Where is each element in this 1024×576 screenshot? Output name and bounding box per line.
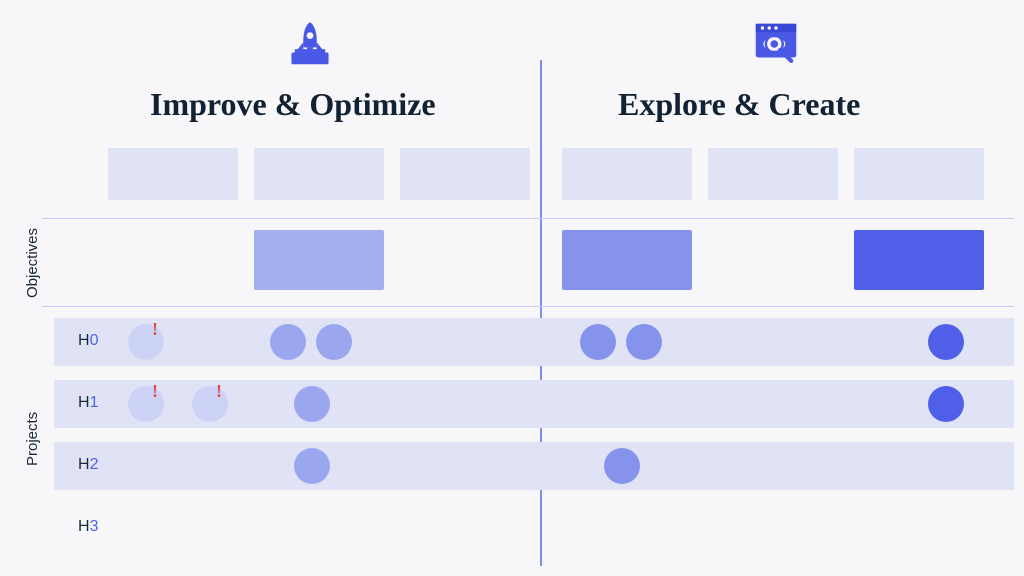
- project-dot: [928, 386, 964, 422]
- project-dot: [294, 448, 330, 484]
- project-dot: [128, 386, 164, 422]
- alert-icon: !: [152, 320, 158, 338]
- theme-card: [108, 148, 238, 200]
- horizontal-rule: [42, 306, 1014, 307]
- alert-icon: !: [152, 382, 158, 400]
- project-row-band: [54, 442, 1014, 490]
- project-dot: [626, 324, 662, 360]
- title-explore-create: Explore & Create: [618, 86, 860, 123]
- title-improve-optimize: Improve & Optimize: [150, 86, 436, 123]
- theme-card: [254, 148, 384, 200]
- row-label: H0: [78, 332, 98, 350]
- project-dot: [128, 324, 164, 360]
- theme-card: [400, 148, 530, 200]
- objective-card: [254, 230, 384, 290]
- project-dot: [580, 324, 616, 360]
- objective-card: [562, 230, 692, 290]
- side-label-objectives: Objectives: [24, 228, 41, 298]
- project-dot: [604, 448, 640, 484]
- objective-card: [854, 230, 984, 290]
- row-label: H3: [78, 518, 98, 536]
- horizontal-rule: [42, 218, 1014, 219]
- row-label: H2: [78, 456, 98, 474]
- project-row-band: [54, 318, 1014, 366]
- row-label: H1: [78, 394, 98, 412]
- project-dot: [294, 386, 330, 422]
- alert-icon: !: [216, 382, 222, 400]
- project-dot: [270, 324, 306, 360]
- side-label-projects: Projects: [24, 412, 41, 466]
- rocket-icon: [280, 14, 340, 74]
- project-dot: [192, 386, 228, 422]
- theme-card: [562, 148, 692, 200]
- theme-card: [708, 148, 838, 200]
- project-dot: [928, 324, 964, 360]
- project-dot: [316, 324, 352, 360]
- diagram-canvas: Improve & Optimize Explore & Create Obje…: [0, 0, 1024, 576]
- theme-card: [854, 148, 984, 200]
- center-divider: [540, 60, 542, 566]
- browser-eye-icon: [746, 14, 806, 74]
